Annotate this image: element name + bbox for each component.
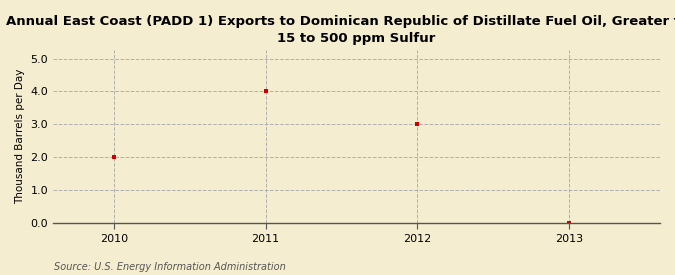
Text: Source: U.S. Energy Information Administration: Source: U.S. Energy Information Administ… — [54, 262, 286, 271]
Title: Annual East Coast (PADD 1) Exports to Dominican Republic of Distillate Fuel Oil,: Annual East Coast (PADD 1) Exports to Do… — [5, 15, 675, 45]
Y-axis label: Thousand Barrels per Day: Thousand Barrels per Day — [15, 69, 25, 204]
